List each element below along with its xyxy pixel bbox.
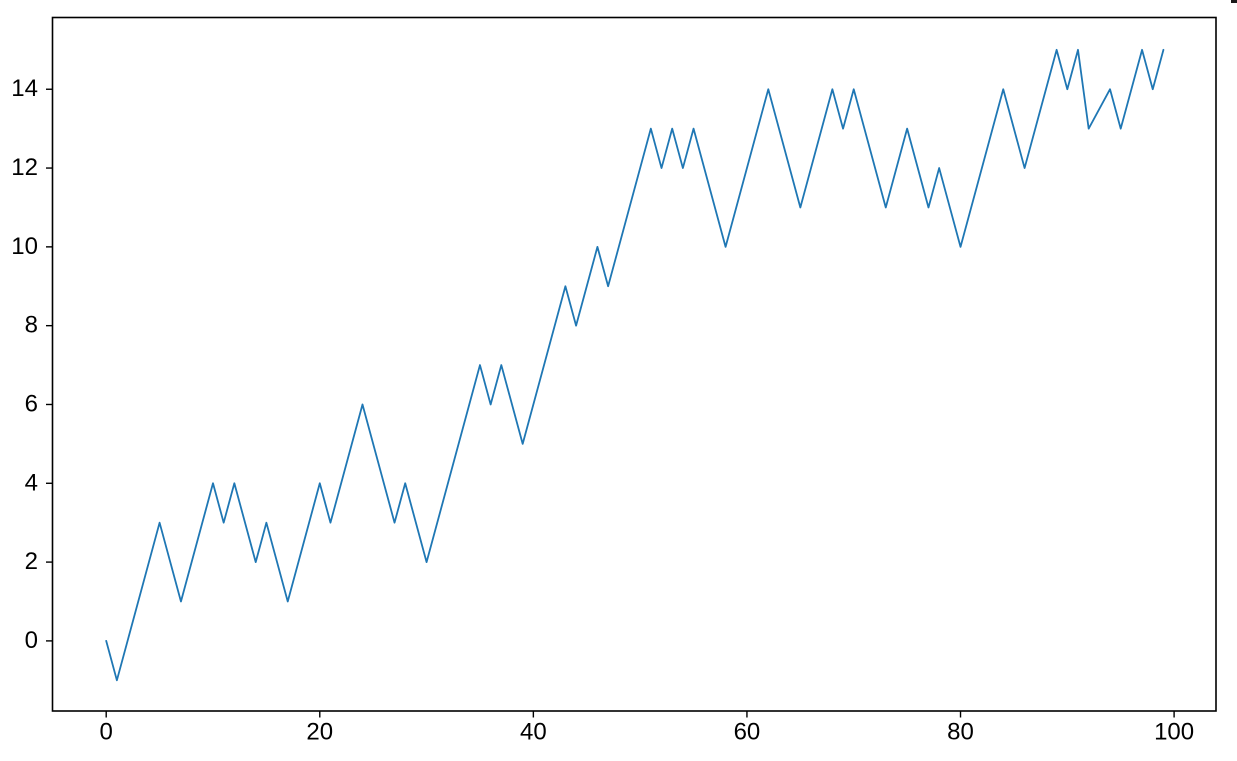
svg-text:0: 0 xyxy=(25,627,38,654)
svg-text:60: 60 xyxy=(734,719,761,746)
svg-text:8: 8 xyxy=(25,312,38,339)
svg-text:0: 0 xyxy=(100,719,113,746)
svg-text:80: 80 xyxy=(947,719,974,746)
svg-text:12: 12 xyxy=(11,154,38,181)
svg-text:40: 40 xyxy=(520,719,547,746)
svg-text:4: 4 xyxy=(25,469,38,496)
svg-text:100: 100 xyxy=(1154,719,1194,746)
svg-text:20: 20 xyxy=(306,719,333,746)
svg-text:14: 14 xyxy=(11,75,38,102)
svg-text:2: 2 xyxy=(25,548,38,575)
svg-text:10: 10 xyxy=(11,233,38,260)
svg-text:6: 6 xyxy=(25,390,38,417)
